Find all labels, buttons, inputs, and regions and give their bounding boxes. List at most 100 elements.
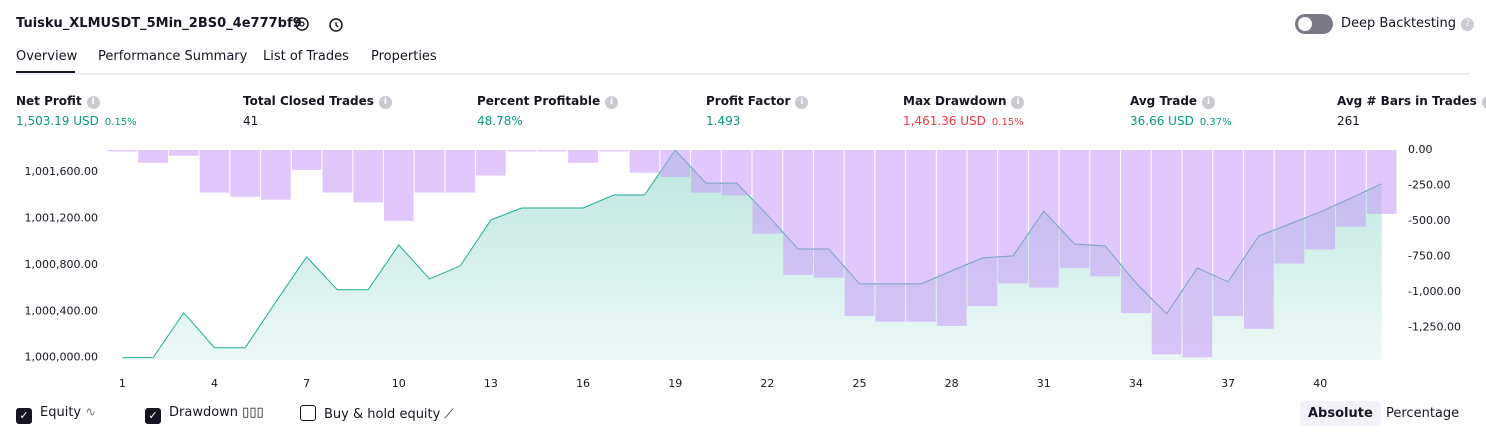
deep-backtesting-label: Deep Backtesting? xyxy=(1341,16,1475,31)
y2-tick-label: 0.00 xyxy=(1408,143,1433,156)
y2-tick-label: -1,250.00 xyxy=(1408,320,1461,333)
metric-value: 261 xyxy=(1337,114,1486,128)
drawdown-bar xyxy=(383,150,414,221)
drawdown-bar xyxy=(1151,150,1182,355)
drawdown-bar xyxy=(936,150,967,326)
x-tick-label: 25 xyxy=(853,377,867,390)
drawdown-bar xyxy=(752,150,783,234)
drawdown-bar xyxy=(875,150,906,322)
drawdown-bar xyxy=(291,150,322,170)
drawdown-bar xyxy=(445,150,476,193)
metric-label: Total Closed Trades i xyxy=(243,94,392,109)
metric-label: Net Profit i xyxy=(16,94,137,109)
legend-equity[interactable]: ✓ Equity ∿ xyxy=(16,405,96,424)
legend-label: Buy & hold equity xyxy=(324,407,441,422)
value: 48.78% xyxy=(477,114,523,128)
drawdown-bar xyxy=(1305,150,1336,250)
value: 261 xyxy=(1337,114,1360,128)
metric: Percent Profitable i 48.78% xyxy=(477,94,619,128)
info-icon: i xyxy=(378,96,392,109)
metric: Avg # Bars in Trades i 261 xyxy=(1337,94,1486,128)
legend-label: Drawdown xyxy=(169,405,239,420)
metric-name: Percent Profitable xyxy=(477,94,601,108)
y-tick-label: 1,000,800.00 xyxy=(25,258,98,271)
toggle[interactable] xyxy=(1295,14,1333,34)
value: 1,503.19 USD xyxy=(16,114,99,128)
legend-drawdown[interactable]: ✓ Drawdown ▯▯▯ xyxy=(145,405,264,424)
tab[interactable]: Overview xyxy=(16,49,78,64)
value: 36.66 USD xyxy=(1130,114,1194,128)
drawdown-bar xyxy=(629,150,660,173)
metric-name: Net Profit xyxy=(16,94,82,108)
y-tick-label: 1,000,000.00 xyxy=(25,351,98,364)
metric-name: Total Closed Trades xyxy=(243,94,374,108)
divider xyxy=(16,73,1470,75)
x-tick-label: 37 xyxy=(1221,377,1235,390)
metric: Profit Factor i 1.493 xyxy=(706,94,809,128)
percent: 0.15% xyxy=(991,117,1024,128)
metric-label: Max Drawdown i xyxy=(903,94,1025,109)
drawdown-bar xyxy=(261,150,291,200)
metric-label: Profit Factor i xyxy=(706,94,809,109)
drawdown-bar xyxy=(1274,150,1305,264)
drawdown-bar xyxy=(1213,150,1243,317)
metric-name: Profit Factor xyxy=(706,94,791,108)
info-icon: i xyxy=(1202,96,1216,109)
drawdown-bar xyxy=(598,150,629,152)
drawdown-bar xyxy=(138,150,168,163)
drawdown-bar xyxy=(568,150,598,163)
value: 1,461.36 USD xyxy=(903,114,986,128)
tab[interactable]: List of Trades xyxy=(263,49,349,64)
x-tick-label: 31 xyxy=(1037,377,1051,390)
metric: Avg Trade i 36.66 USD 0.37% xyxy=(1130,94,1232,128)
drawdown-bar xyxy=(322,150,353,193)
metric-name: Max Drawdown xyxy=(903,94,1007,108)
info-icon: i xyxy=(795,96,809,109)
percentage-button[interactable]: Percentage xyxy=(1386,406,1460,421)
metric-name: Avg Trade xyxy=(1130,94,1198,108)
y-tick-label: 1,000,400.00 xyxy=(25,304,98,317)
metric: Net Profit i 1,503.19 USD 0.15% xyxy=(16,94,137,128)
drawdown-bar xyxy=(660,150,691,177)
drawdown-bar xyxy=(230,150,261,197)
equity-area xyxy=(122,150,1382,360)
metric-value: 41 xyxy=(243,114,392,128)
strategy-title: Tuisku_XLMUSDT_5Min_2BS0_4e777bf9 xyxy=(16,16,302,31)
drawdown-bar xyxy=(906,150,936,322)
metric: Max Drawdown i 1,461.36 USD 0.15% xyxy=(903,94,1025,128)
title-icons xyxy=(295,17,343,32)
drawdown-bar xyxy=(1090,150,1121,277)
info-icon: i xyxy=(1011,96,1025,109)
drawdown-bar xyxy=(1336,150,1366,227)
legend-buy-hold[interactable]: Buy & hold equity ⟋ xyxy=(300,405,454,422)
tab-underline xyxy=(16,71,75,74)
absolute-button[interactable]: Absolute xyxy=(1300,401,1381,426)
drawdown-bar xyxy=(414,150,445,193)
drawdown-bar xyxy=(1366,150,1397,214)
metric-value: 1,461.36 USD 0.15% xyxy=(903,114,1024,128)
legend-label: Equity xyxy=(40,405,82,420)
percent: 0.37% xyxy=(1199,117,1232,128)
x-tick-label: 4 xyxy=(211,377,218,390)
drawdown-bar xyxy=(1028,150,1059,288)
info-icon: i xyxy=(86,96,100,109)
metric-label: Avg Trade i xyxy=(1130,94,1232,109)
y2-tick-label: -750.00 xyxy=(1408,249,1450,262)
drawdown-bar xyxy=(1121,150,1151,314)
drawdown-bar xyxy=(844,150,875,317)
metric-value: 48.78% xyxy=(477,114,618,128)
y2-tick-label: -250.00 xyxy=(1408,178,1450,191)
tab[interactable]: Properties xyxy=(371,49,437,64)
y-tick-label: 1,001,600.00 xyxy=(25,165,98,178)
tab[interactable]: Performance Summary xyxy=(98,49,248,64)
metric-value: 36.66 USD 0.37% xyxy=(1130,114,1232,128)
y2-tick-label: -1,000.00 xyxy=(1408,285,1461,298)
x-tick-label: 34 xyxy=(1129,377,1143,390)
drawdown-bar xyxy=(199,150,230,193)
x-tick-label: 13 xyxy=(484,377,498,390)
x-tick-label: 19 xyxy=(668,377,682,390)
drawdown-bar xyxy=(721,150,752,196)
metric-label: Avg # Bars in Trades i xyxy=(1337,94,1486,109)
x-tick-label: 40 xyxy=(1313,377,1327,390)
